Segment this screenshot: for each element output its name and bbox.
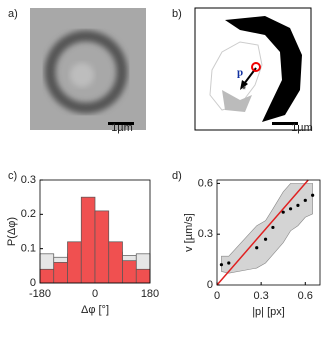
x-tick-label: 0.6 [298,290,313,302]
data-point [303,198,307,202]
data-point [263,237,268,241]
fit-line [216,179,309,286]
data-point [288,207,293,211]
x-tick-label: 0 [92,288,98,300]
histogram-bar [122,260,137,284]
panel-label: b) [172,8,182,20]
histogram-bar [53,262,68,284]
data-point [311,193,315,197]
panel-label: a) [8,8,18,20]
histogram-bar [67,241,82,284]
histogram-bar [135,268,151,284]
y-tick-label: 0.1 [21,243,36,255]
histogram-bar [94,210,110,284]
data-point [227,261,231,265]
plot-frame [39,179,151,284]
data-point [281,210,285,214]
panel-label: d) [172,170,182,182]
data-point [271,225,275,230]
data-point [255,246,259,250]
histogram-bar [108,241,123,284]
svg-text:*: * [242,84,247,96]
plot-frame [216,179,321,286]
scale-bar-label: 1µm [111,122,133,134]
y-tick-label: 0.2 [21,208,36,220]
histogram-bar [80,196,96,284]
x-axis-label: |p| [px] [252,306,285,318]
y-tick-label: 0 [30,277,36,289]
histogram-bar [39,268,55,284]
x-axis-label: Δφ [°] [81,304,109,316]
data-point [219,263,224,267]
panel-label: c) [8,170,17,182]
y-tick-label: 0 [207,279,213,291]
image-a [30,8,146,130]
x-tick-label: -180 [29,288,51,300]
data-point [296,203,300,208]
x-tick-label: 0 [214,290,220,302]
y-tick-label: 0.6 [198,177,213,189]
y-axis-label: P(Δφ) [6,217,18,246]
arrow-label: p [237,67,243,79]
x-tick-label: 0.3 [253,290,268,302]
image-b: * [194,7,312,131]
y-tick-label: 0.3 [198,228,213,240]
scale-bar-label: 1µm [291,122,313,134]
y-axis-label: v [µm/s] [183,213,195,252]
y-tick-label: 0.3 [21,174,36,186]
x-tick-label: 180 [141,288,159,300]
